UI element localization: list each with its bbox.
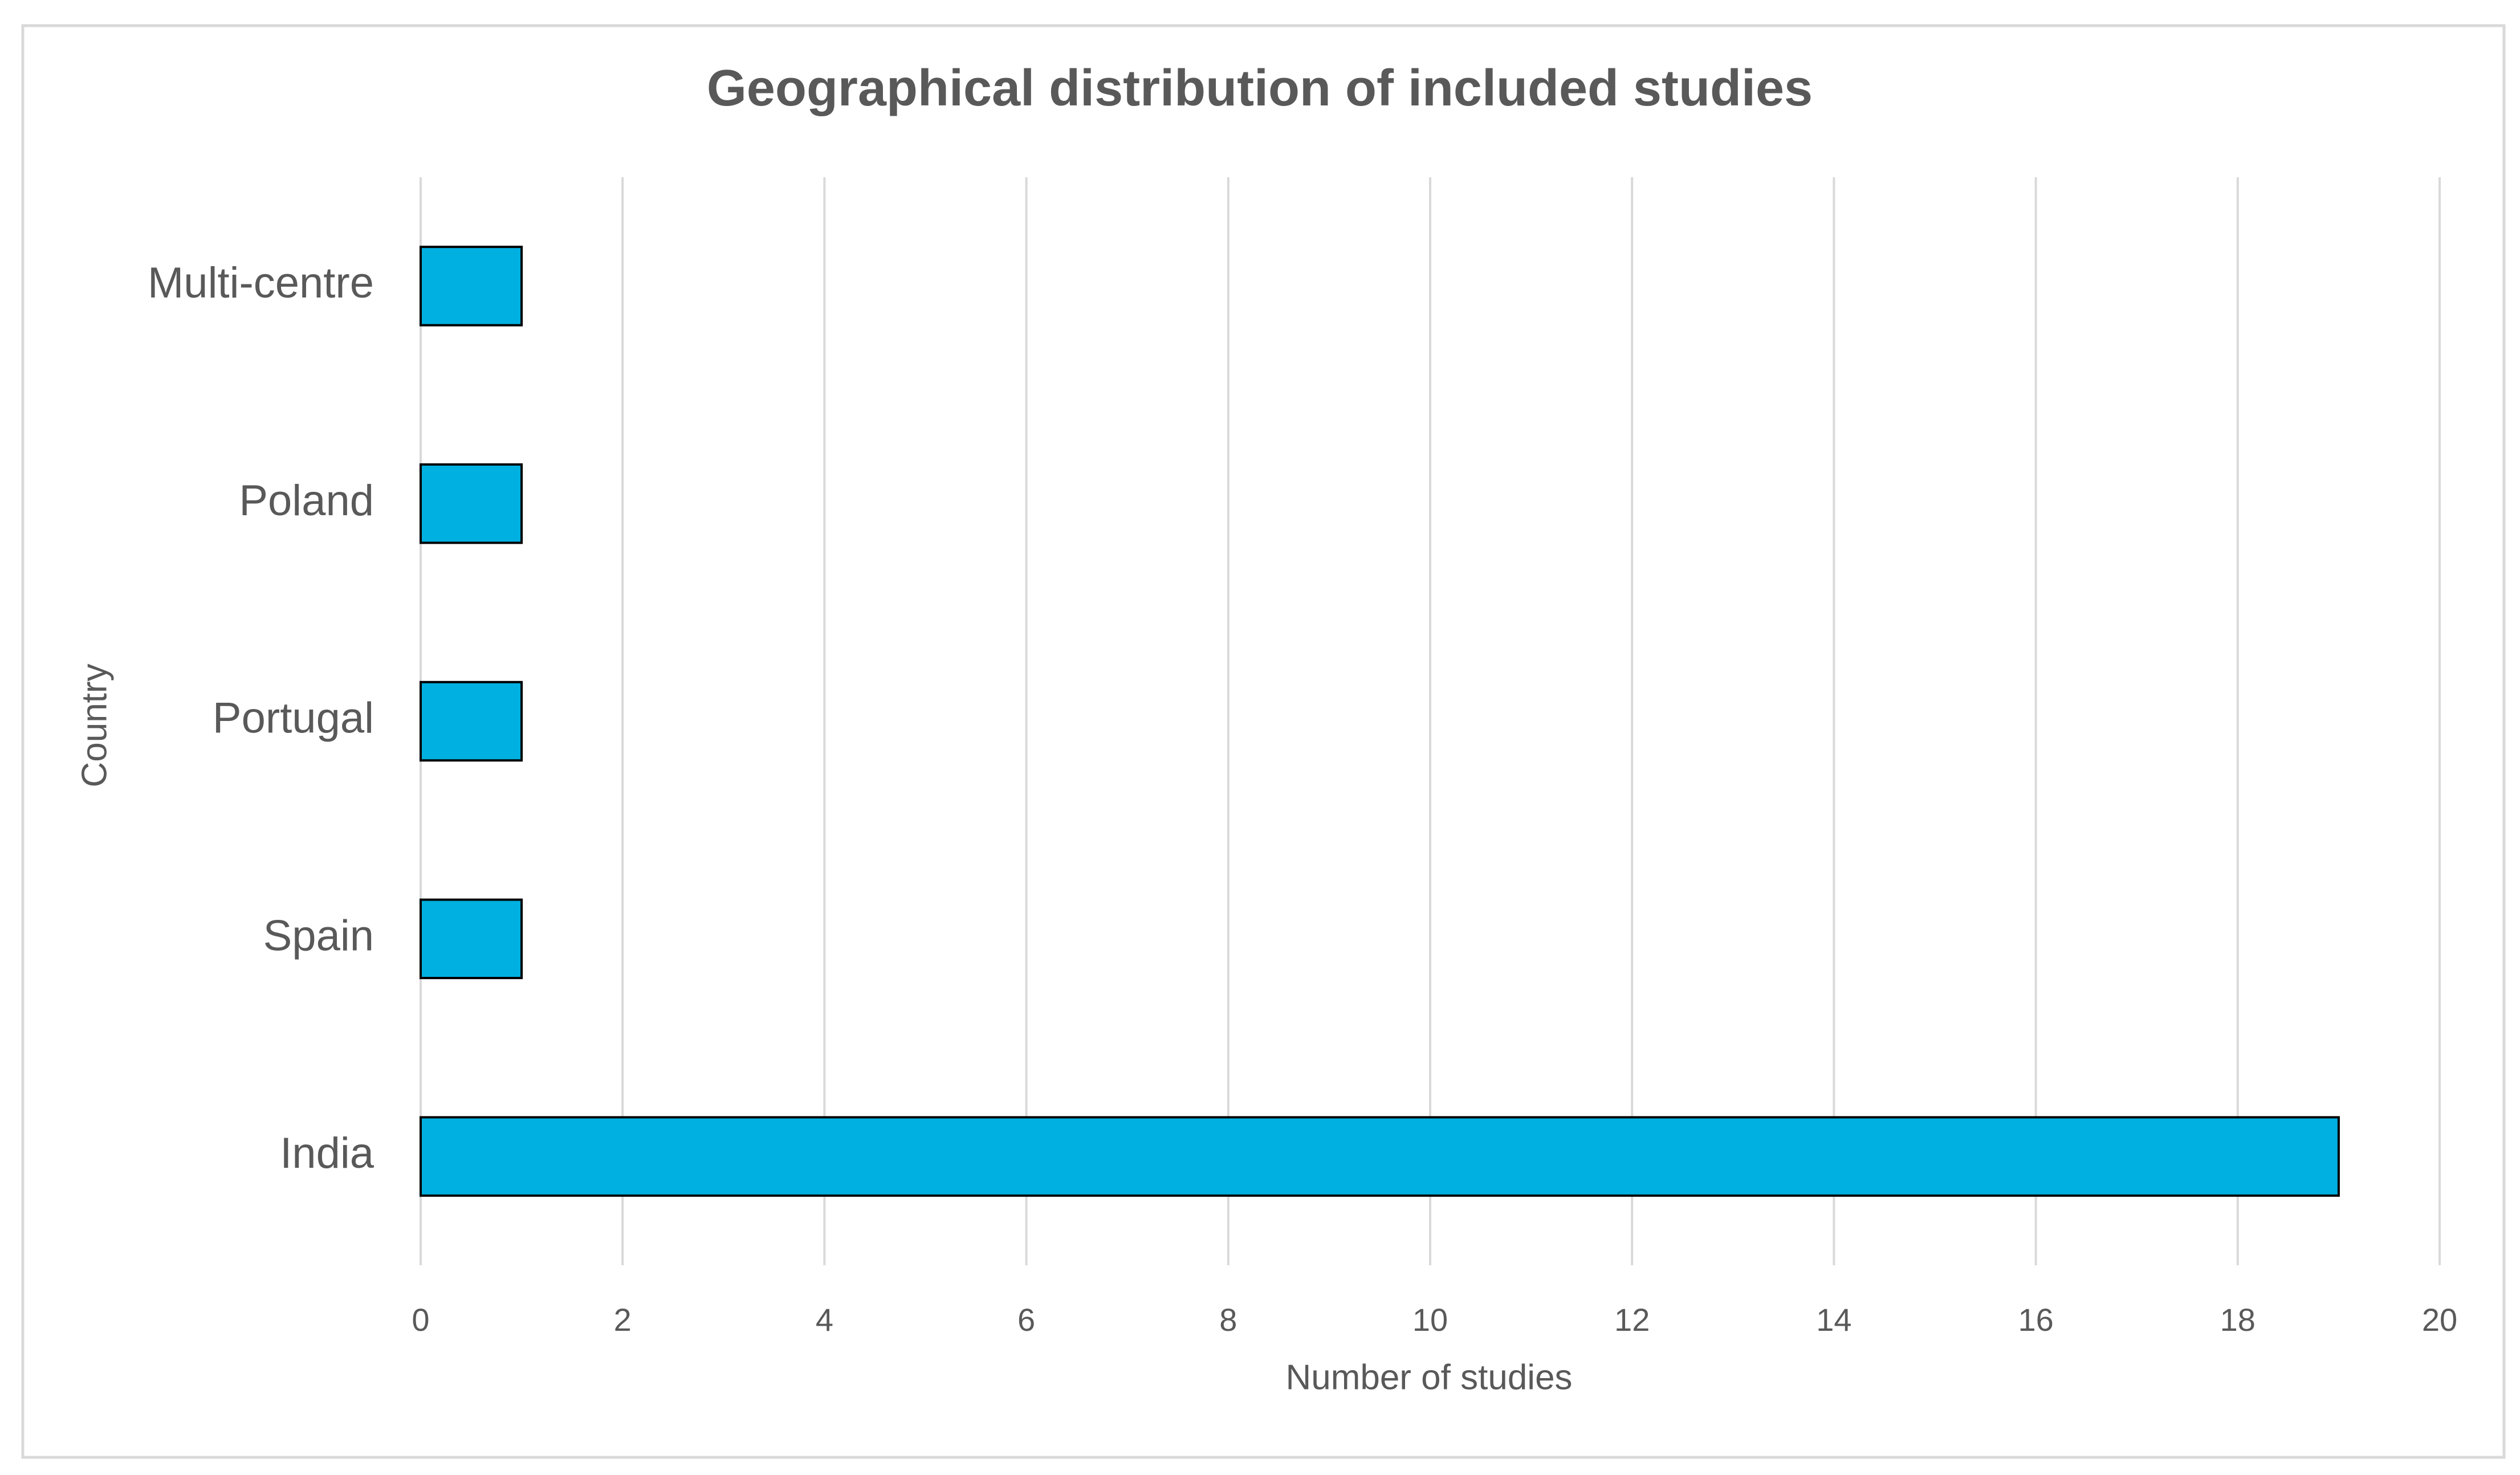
x-tick-label: 12: [1614, 1302, 1650, 1338]
y-tick-label: India: [280, 1129, 374, 1177]
x-tick-label: 4: [816, 1302, 833, 1338]
x-tick-label: 18: [2220, 1302, 2256, 1338]
bar: [420, 1116, 2340, 1197]
x-tick-label: 6: [1017, 1302, 1035, 1338]
x-tick-label: 2: [614, 1302, 632, 1338]
chart-title: Geographical distribution of included st…: [707, 60, 1813, 117]
x-axis-title: Number of studies: [1285, 1358, 1572, 1397]
bar: [420, 463, 523, 544]
bar: [420, 246, 523, 327]
chart-border: [21, 24, 2506, 1459]
y-tick-label: Spain: [263, 911, 374, 960]
y-tick-label: Portugal: [213, 694, 374, 743]
x-tick-label: 0: [412, 1302, 429, 1338]
y-axis-title: Country: [75, 663, 114, 787]
y-tick-label: Multi-centre: [148, 259, 374, 307]
bar: [420, 898, 523, 980]
y-tick-label: Poland: [239, 476, 374, 525]
x-tick-label: 14: [1816, 1302, 1851, 1338]
x-tick-label: 8: [1219, 1302, 1237, 1338]
x-tick-label: 10: [1412, 1302, 1448, 1338]
x-tick-label: 20: [2422, 1302, 2457, 1338]
x-tick-label: 16: [2018, 1302, 2053, 1338]
bar: [420, 681, 523, 762]
